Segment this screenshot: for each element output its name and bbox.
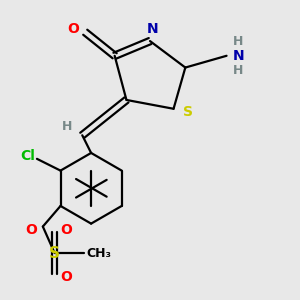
Text: O: O	[61, 270, 72, 283]
Text: N: N	[147, 22, 159, 36]
Text: H: H	[62, 120, 73, 133]
Text: Cl: Cl	[21, 149, 36, 163]
Text: S: S	[183, 105, 193, 119]
Text: O: O	[25, 223, 37, 236]
Text: O: O	[68, 22, 80, 36]
Text: H: H	[233, 64, 244, 77]
Text: O: O	[61, 223, 72, 236]
Text: H: H	[233, 34, 244, 48]
Text: N: N	[232, 49, 244, 63]
Text: S: S	[49, 246, 60, 261]
Text: CH₃: CH₃	[86, 247, 111, 260]
